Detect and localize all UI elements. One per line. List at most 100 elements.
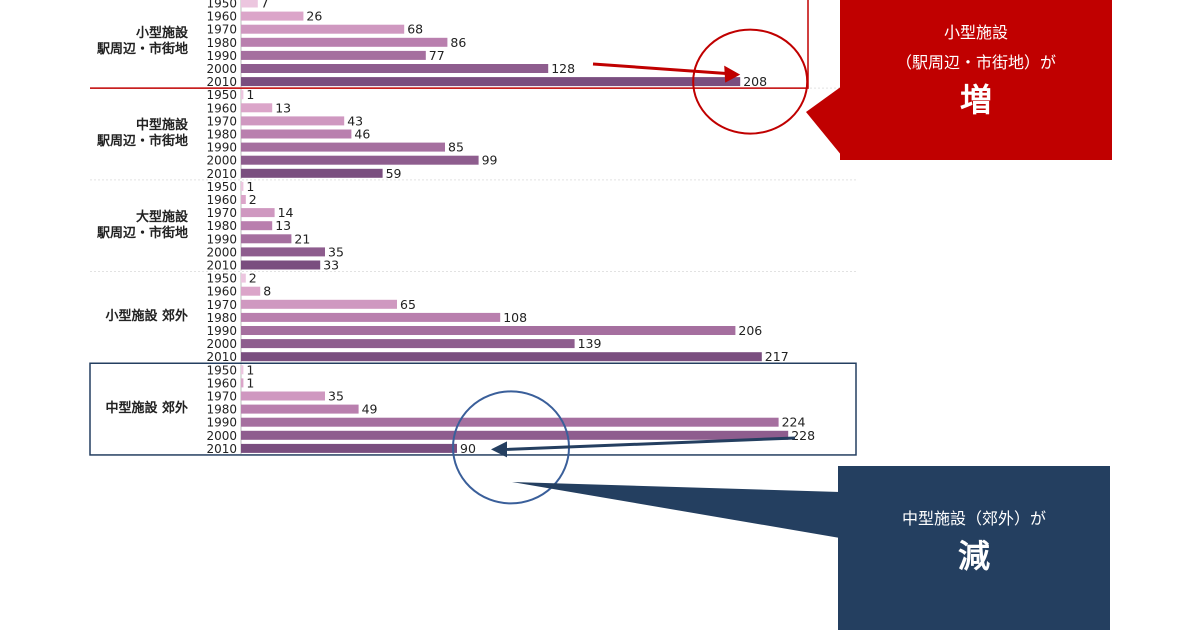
value-label: 7 [261,0,269,11]
year-label: 1970 [206,114,237,128]
value-label: 86 [450,35,466,50]
bar [241,195,246,204]
year-label: 1980 [206,403,237,417]
bar [241,312,501,322]
year-label: 1980 [206,128,237,142]
value-label: 1 [246,375,254,390]
value-label: 68 [407,22,423,37]
year-label: 2000 [206,429,237,443]
bar [241,221,273,231]
year-label: 1970 [206,390,237,404]
year-label: 1960 [206,193,237,207]
value-label: 224 [782,415,806,430]
bar [241,378,244,388]
bar [241,234,292,244]
value-label: 65 [400,297,416,312]
year-label: 1990 [206,232,237,246]
highlight-arrow [506,436,796,451]
year-label: 2000 [206,245,237,259]
bar [241,391,325,401]
year-label: 1970 [206,298,237,312]
value-label: 21 [294,231,310,246]
bar [241,299,397,309]
value-label: 26 [306,9,322,24]
bar [241,352,762,362]
year-label: 2000 [206,154,237,168]
year-label: 1970 [206,206,237,220]
value-label: 1 [246,179,254,194]
group-label-line: 大型施設 [135,209,188,225]
highlight-arrowhead [724,65,741,83]
value-label: 208 [743,74,767,89]
callout-pointer [806,86,842,156]
bar [241,77,741,87]
value-label: 85 [448,140,464,155]
value-label: 49 [362,402,378,417]
decrease-callout: 中型施設（郊外）が 減 [838,466,1110,630]
group-label-line: 小型施設 [135,26,188,42]
bar [241,155,479,165]
increase-callout-line1: 小型施設 [943,23,1008,42]
value-label: 90 [460,441,476,456]
year-label: 1960 [206,285,237,299]
group-label-line: 中型施設 郊外 [105,401,188,417]
bar [241,443,457,453]
bar [241,116,345,126]
year-label: 1980 [206,36,237,50]
year-label: 1990 [206,141,237,155]
group-label-line: 駅周辺・市街地 [96,42,188,58]
bar [241,64,549,73]
increase-callout-line2: （駅周辺・市街地）が [895,53,1056,72]
bar [241,286,261,296]
year-label: 2000 [206,337,237,351]
year-label: 1960 [206,101,237,115]
group-label-line: 小型施設 郊外 [105,309,188,325]
bar [241,24,405,34]
value-label: 128 [551,61,575,76]
year-label: 1950 [206,88,237,102]
value-label: 1 [246,87,254,102]
bar [241,260,321,270]
highlight-arrowhead [491,441,507,458]
value-label: 139 [578,336,602,351]
bar [241,129,352,139]
highlight-box [89,362,857,456]
increase-callout-big: 増 [959,81,992,119]
bar [241,103,273,113]
year-label: 1990 [206,49,237,63]
year-label: 1970 [206,23,237,37]
highlight-box [90,0,809,89]
value-label: 77 [429,48,445,63]
value-label: 59 [386,166,402,181]
bars-layer: 1950 7 1960 26 1970 68 1980 86 1990 77 2000 128 2010… [206,0,815,456]
decrease-callout-big: 減 [957,537,990,575]
highlight-circle [692,28,809,135]
bar [241,37,448,47]
callout-pointer [512,482,840,538]
year-label: 1960 [206,376,237,390]
year-label: 1950 [206,363,237,377]
bar [241,90,244,100]
value-label: 13 [275,100,291,115]
year-label: 1980 [206,219,237,233]
bar [241,50,426,60]
bar [241,417,779,427]
group-label: 小型施設 郊外 [78,309,188,325]
group-label-line: 駅周辺・市街地 [96,134,188,149]
value-label: 2 [249,271,257,286]
year-label: 2010 [206,350,237,364]
bar [241,404,359,414]
value-label: 35 [328,244,344,259]
group-label-line: 中型施設 [135,118,188,133]
bar [241,326,736,335]
year-label: 1950 [206,0,237,11]
bar [241,273,246,283]
value-label: 228 [791,428,815,443]
year-label: 1960 [206,10,237,24]
year-label: 1990 [206,416,237,430]
value-label: 35 [328,389,344,404]
year-label: 2010 [206,442,237,456]
group-label: 大型施設 駅周辺・市街地 [78,210,188,242]
year-label: 1990 [206,324,237,338]
highlight-arrow [592,62,729,76]
